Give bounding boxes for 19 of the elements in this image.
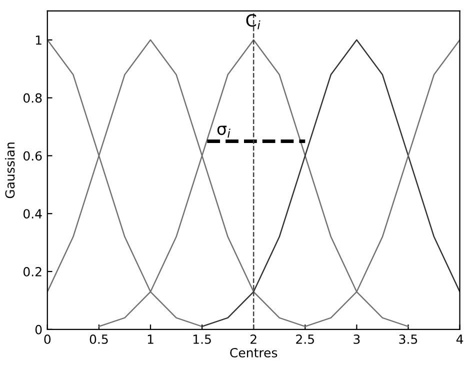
y-tick-label: 0.6	[23, 151, 42, 161]
x-tick-label: 0	[44, 334, 51, 344]
y-tick-label: 0.2	[23, 266, 42, 276]
y-axis-title: Gaussian	[5, 142, 15, 198]
x-tick-label: 4	[456, 334, 464, 344]
y-tick-label: 1	[36, 36, 42, 45]
x-tick-label: 3	[354, 334, 360, 344]
y-tick-label: 0.4	[23, 209, 42, 219]
y-tick-label: 0	[35, 324, 42, 334]
x-tick-label: 3.5	[399, 334, 418, 344]
x-axis-title: Centres	[230, 348, 278, 358]
y-tick-label: 0.8	[23, 93, 42, 103]
x-tick-label: 1.5	[193, 334, 211, 344]
x-tick-label: 2.5	[296, 334, 314, 344]
x-tick-label: 1	[148, 334, 154, 344]
annotation: C$_{i}$	[246, 14, 260, 30]
x-tick-label: 2	[250, 334, 256, 344]
x-tick-label: 0.5	[90, 334, 108, 344]
annotation: σ$_{i}$	[217, 126, 230, 138]
